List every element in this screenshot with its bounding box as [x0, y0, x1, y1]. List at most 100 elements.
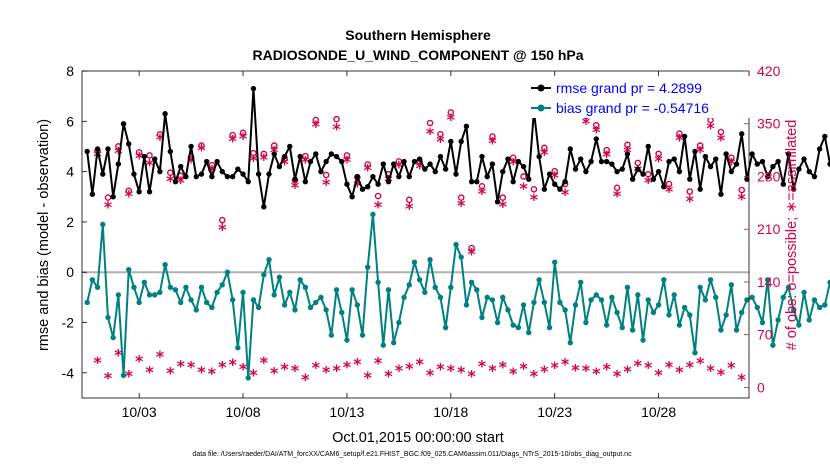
rmse-point	[136, 189, 142, 195]
bias-point	[416, 277, 423, 283]
obs-assimilated-marker: *	[208, 364, 217, 383]
bias-point	[219, 282, 225, 288]
rmse-point	[307, 158, 314, 165]
bias-point	[229, 297, 236, 303]
bias-point	[500, 294, 506, 301]
bias-point	[806, 317, 812, 323]
rmse-point	[510, 178, 516, 185]
bias-point	[827, 279, 830, 285]
bias-point	[650, 309, 657, 316]
bias-point	[437, 294, 444, 301]
obs-assimilated-marker: *	[395, 361, 404, 380]
obs-possible-marker	[146, 152, 153, 159]
rmse-point	[484, 173, 490, 180]
obs-assimilated-marker: *	[602, 360, 611, 379]
obs-possible-marker	[624, 141, 631, 149]
bias-point	[624, 284, 631, 291]
legend-box	[526, 76, 750, 118]
rmse-point	[442, 166, 449, 172]
rmse-point	[292, 176, 298, 182]
bias-point	[744, 297, 750, 303]
bias-point	[453, 241, 459, 248]
rmse-point	[245, 178, 251, 185]
rmse-point	[411, 158, 418, 165]
bias-point	[152, 292, 158, 298]
rmse-point	[583, 168, 589, 175]
bias-point	[183, 284, 189, 291]
obs-assimilated-marker: *	[613, 366, 622, 385]
bias-point	[84, 299, 90, 306]
obs-assimilated-marker: *	[239, 129, 248, 148]
bias-point	[458, 254, 464, 260]
bias-point	[811, 297, 818, 303]
bias-point	[188, 297, 194, 303]
rmse-point	[619, 166, 625, 172]
rmse-point	[598, 158, 605, 165]
bias-point	[713, 294, 719, 301]
bias-point	[120, 372, 127, 379]
obs-possible-marker	[655, 150, 662, 158]
obs-possible-marker	[603, 146, 610, 154]
obs-assimilated-marker: *	[301, 370, 310, 389]
obs-assimilated-marker: *	[551, 358, 560, 377]
bias-point	[583, 319, 589, 326]
bias-point	[666, 312, 672, 318]
x-tick-label: 10/13	[329, 404, 364, 420]
obs-assimilated-marker: *	[738, 189, 747, 208]
obs-assimilated-marker: *	[280, 155, 289, 174]
rmse-point	[458, 138, 464, 145]
rmse-point	[276, 163, 283, 170]
bias-point	[214, 289, 220, 296]
bias-point	[541, 299, 548, 306]
obs-assimilated-marker: *	[519, 359, 528, 378]
bias-point	[479, 314, 485, 321]
rmse-point	[172, 178, 179, 185]
obs-possible-marker	[343, 152, 351, 159]
rmse-point	[157, 168, 163, 175]
obs-assimilated-marker: *	[717, 131, 726, 150]
rmse-point	[526, 176, 532, 182]
obs-possible-marker	[634, 159, 642, 167]
obs-assimilated-marker: *	[332, 361, 341, 380]
x-axis-label: Oct.01,2015 00:00:00 start	[332, 430, 504, 446]
obs-assimilated-marker: *	[634, 356, 643, 375]
obs-assimilated-marker: *	[499, 197, 508, 216]
bias-point	[401, 294, 407, 301]
rmse-point	[105, 146, 111, 152]
bias-point	[198, 284, 205, 291]
bias-point	[780, 294, 786, 301]
bias-point	[520, 302, 527, 308]
rmse-point	[489, 161, 496, 167]
obs-possible-marker	[125, 187, 133, 195]
rmse-point	[468, 178, 475, 185]
bias-point	[655, 302, 662, 308]
obs-possible-marker	[520, 173, 527, 180]
obs-assimilated-marker: *	[592, 364, 601, 383]
bias-point	[546, 324, 553, 331]
bias-point	[687, 312, 693, 318]
obs-assimilated-marker: *	[166, 171, 175, 190]
rmse-point	[266, 171, 272, 177]
rmse-point	[624, 151, 631, 157]
bias-point	[645, 297, 651, 303]
obs-possible-marker	[364, 161, 372, 168]
bias-point	[292, 307, 298, 313]
rmse-point	[603, 158, 610, 165]
bias-point	[302, 284, 309, 291]
bias-point	[105, 314, 111, 321]
obs-assimilated-marker: *	[602, 147, 611, 166]
y-right-tick-label: 210	[757, 221, 781, 237]
obs-assimilated-marker: *	[706, 119, 715, 138]
bias-point	[94, 284, 101, 291]
rmse-point	[115, 161, 122, 167]
obs-assimilated-marker: *	[145, 155, 154, 174]
rmse-point	[359, 186, 366, 192]
obs-possible-marker	[541, 144, 548, 152]
obs-assimilated-marker: *	[93, 353, 102, 372]
bias-point	[266, 256, 272, 263]
bias-point	[177, 299, 184, 306]
rmse-point	[593, 136, 599, 142]
rmse-point	[754, 161, 761, 167]
bias-point	[728, 282, 735, 288]
rmse-point	[271, 151, 277, 157]
